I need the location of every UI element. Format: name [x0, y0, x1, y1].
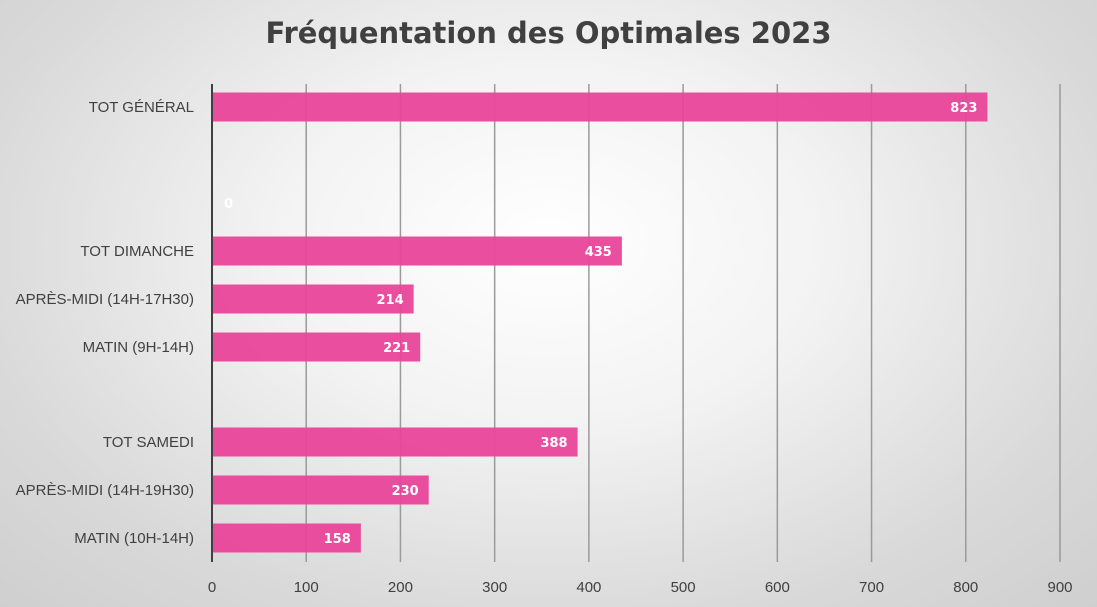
x-tick-label-300: 300	[482, 579, 507, 596]
labels: 0 100 200 300 400 500 600 700 800 900 TOT GÉNÉRAL 8…	[16, 99, 1073, 596]
x-tick-label-400: 400	[576, 579, 601, 596]
bar	[212, 475, 429, 505]
chart-title: Fréquentation des Optimales 2023	[265, 16, 832, 50]
category-label: MATIN (9H-14H)	[83, 339, 194, 356]
category-label: TOT DIMANCHE	[80, 243, 194, 260]
x-tick-label-900: 900	[1047, 579, 1072, 596]
x-tick-label-500: 500	[671, 579, 696, 596]
category-label: TOT SAMEDI	[103, 434, 194, 451]
data-label: 435	[585, 245, 612, 260]
x-tick-label-800: 800	[953, 579, 978, 596]
data-label: 0	[224, 197, 233, 212]
bars	[212, 92, 988, 553]
bar	[212, 284, 414, 314]
x-tick-label-200: 200	[388, 579, 413, 596]
data-label: 823	[950, 101, 977, 116]
bar	[212, 92, 988, 122]
bar	[212, 523, 361, 553]
data-label: 221	[383, 341, 410, 356]
bar	[212, 236, 622, 266]
x-tick-label-600: 600	[765, 579, 790, 596]
data-label: 158	[324, 532, 351, 547]
data-label: 230	[392, 484, 419, 499]
x-tick-label-0: 0	[208, 579, 216, 596]
x-tick-label-700: 700	[859, 579, 884, 596]
gridlines	[305, 84, 1061, 562]
data-label: 214	[376, 293, 403, 308]
data-label: 388	[540, 436, 567, 451]
category-label: TOT GÉNÉRAL	[89, 99, 194, 116]
category-label: APRÈS-MIDI (14H-19H30)	[16, 482, 194, 499]
category-label: MATIN (10H-14H)	[74, 530, 194, 547]
bar	[212, 332, 421, 362]
x-tick-label-100: 100	[294, 579, 319, 596]
category-label: APRÈS-MIDI (14H-17H30)	[16, 291, 194, 308]
bar	[212, 427, 578, 457]
